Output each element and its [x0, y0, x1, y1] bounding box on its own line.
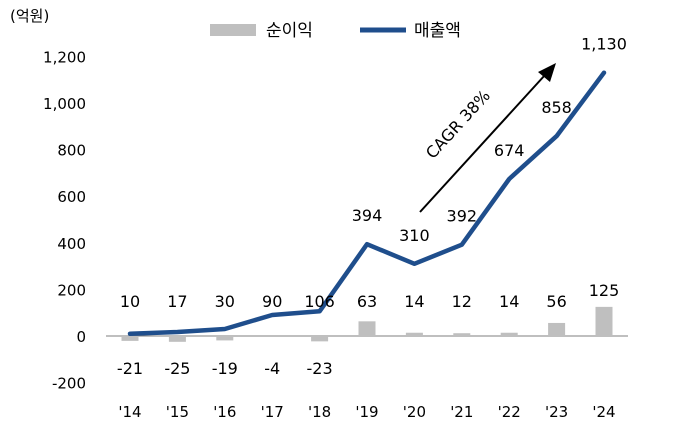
- net-income-data-label: -21: [117, 359, 143, 378]
- cagr-annotation: CAGR 38%: [419, 63, 556, 213]
- revenue-data-label: 90: [262, 292, 282, 311]
- bar-net-income: [168, 336, 186, 342]
- x-tick-label: '14: [118, 403, 141, 421]
- net-income-data-label: 12: [452, 292, 472, 311]
- x-tick-label: '22: [498, 403, 521, 421]
- x-axis: '14 '15 '16 '17 '18 '19 '20 '21 '22 '23 '24: [118, 403, 615, 421]
- x-tick-label: '15: [166, 403, 189, 421]
- revenue-data-label: 394: [352, 206, 383, 225]
- net-income-data-label: -25: [164, 359, 190, 378]
- bars: [121, 306, 613, 342]
- y-tick-label: 0: [76, 328, 86, 346]
- x-tick-label: '17: [261, 403, 284, 421]
- net-income-data-label: 14: [404, 292, 424, 311]
- x-tick-label: '24: [592, 403, 615, 421]
- revenue-data-label: 392: [447, 207, 478, 226]
- x-tick-label: '21: [450, 403, 473, 421]
- bar-net-income: [311, 336, 329, 342]
- revenue-data-label: 10: [120, 292, 140, 311]
- bar-net-income: [216, 336, 234, 341]
- legend-label-revenue: 매출액: [414, 21, 461, 41]
- y-tick-label: -200: [52, 375, 86, 393]
- revenue-line: [127, 70, 607, 336]
- revenue-data-label: 17: [167, 292, 187, 311]
- x-tick-label: '23: [545, 403, 568, 421]
- net-income-data-label: -23: [307, 359, 333, 378]
- bar-net-income: [121, 336, 139, 341]
- legend: 순이익 매출액: [210, 21, 461, 41]
- legend-label-net-income: 순이익: [266, 21, 313, 41]
- x-tick-label: '20: [403, 403, 426, 421]
- y-tick-label: 800: [57, 142, 86, 160]
- bar-net-income: [595, 306, 613, 336]
- y-tick-label: 600: [57, 188, 86, 206]
- data-labels: 10 17 30 90 106 394 310 392 674 858 1,130 -21 -25 -19…: [117, 35, 627, 378]
- y-tick-label: 1,000: [43, 95, 86, 113]
- unit-label: (억원): [10, 7, 49, 25]
- revenue-data-label: 106: [304, 292, 335, 311]
- bar-net-income: [453, 333, 471, 336]
- y-tick-label: 1,200: [43, 48, 86, 66]
- bar-net-income: [500, 332, 518, 336]
- net-income-data-label: 63: [357, 292, 377, 311]
- revenue-data-label: 858: [541, 98, 572, 117]
- y-tick-label: 200: [57, 281, 86, 299]
- bar-net-income: [263, 336, 281, 337]
- x-tick-label: '16: [213, 403, 236, 421]
- revenue-data-label: 674: [494, 141, 525, 160]
- legend-swatch-net-income: [210, 24, 256, 36]
- net-income-data-label: 14: [499, 292, 519, 311]
- bar-net-income: [358, 321, 376, 336]
- revenue-data-label: 30: [215, 292, 235, 311]
- revenue-line-group: [127, 70, 607, 336]
- revenue-data-label: 310: [399, 226, 430, 245]
- cagr-label: CAGR 38%: [422, 86, 494, 162]
- bar-net-income: [548, 322, 566, 336]
- x-tick-label: '18: [308, 403, 331, 421]
- net-income-data-label: -4: [264, 359, 280, 378]
- bar-net-income: [405, 332, 423, 336]
- x-tick-label: '19: [355, 403, 378, 421]
- net-income-data-label: 56: [546, 292, 566, 311]
- net-income-data-label: -19: [212, 359, 238, 378]
- net-income-data-label: 125: [589, 281, 620, 300]
- cagr-arrow-shaft: [419, 74, 546, 213]
- y-tick-label: 400: [57, 235, 86, 253]
- revenue-data-label: 1,130: [581, 35, 627, 54]
- y-axis: -200 0 200 400 600 800 1,000 1,200: [43, 48, 86, 392]
- cagr-arrow-head: [538, 63, 556, 82]
